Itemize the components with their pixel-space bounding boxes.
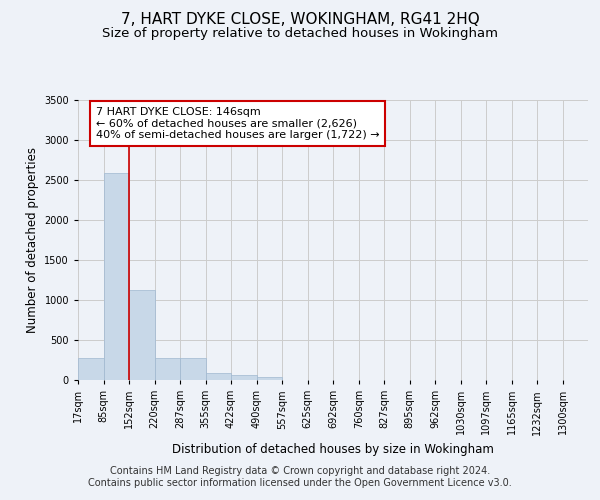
Text: 7 HART DYKE CLOSE: 146sqm
← 60% of detached houses are smaller (2,626)
40% of se: 7 HART DYKE CLOSE: 146sqm ← 60% of detac… — [96, 107, 379, 140]
Bar — [104, 173, 129, 380]
Bar — [78, 358, 104, 380]
Text: Size of property relative to detached houses in Wokingham: Size of property relative to detached ho… — [102, 28, 498, 40]
Y-axis label: Number of detached properties: Number of detached properties — [26, 147, 38, 333]
Bar — [129, 290, 155, 380]
X-axis label: Distribution of detached houses by size in Wokingham: Distribution of detached houses by size … — [172, 443, 494, 456]
Bar — [206, 373, 231, 380]
Bar — [257, 377, 282, 380]
Text: Contains HM Land Registry data © Crown copyright and database right 2024.
Contai: Contains HM Land Registry data © Crown c… — [88, 466, 512, 487]
Bar — [155, 358, 180, 380]
Text: 7, HART DYKE CLOSE, WOKINGHAM, RG41 2HQ: 7, HART DYKE CLOSE, WOKINGHAM, RG41 2HQ — [121, 12, 479, 28]
Bar — [231, 375, 257, 380]
Bar — [180, 358, 206, 380]
